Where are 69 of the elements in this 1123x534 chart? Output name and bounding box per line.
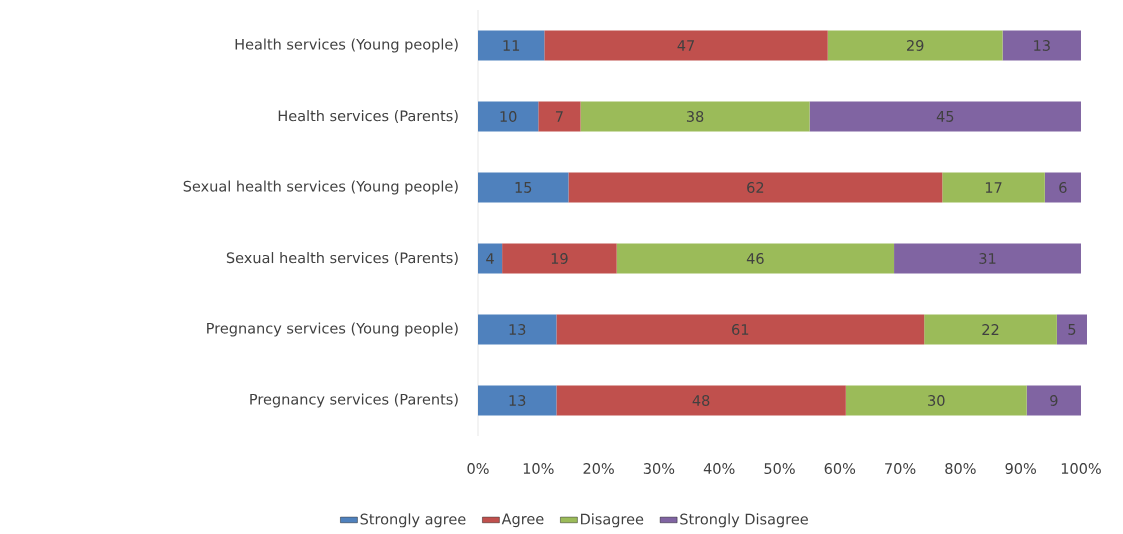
x-tick-label: 50% (764, 463, 795, 474)
data-label: 6 (1059, 182, 1067, 193)
bar (478, 101, 539, 132)
data-label: 15 (515, 182, 532, 193)
bar (478, 30, 545, 61)
data-label: 47 (677, 40, 695, 51)
data-label: 13 (509, 324, 526, 335)
x-tick-label: 0% (467, 463, 489, 474)
bar (478, 172, 569, 203)
data-label: 5 (1068, 324, 1076, 335)
data-label: 13 (1034, 40, 1050, 51)
y-tick-label: Pregnancy services (Parents) (250, 393, 458, 408)
bar (827, 30, 1003, 61)
bar (1002, 30, 1081, 61)
legend-label: Agree (501, 513, 544, 528)
y-tick-label: Sexual health services (Parents) (226, 252, 458, 265)
y-tick-label: Sexual health services (Young people) (183, 180, 458, 195)
data-label: 46 (746, 253, 764, 264)
data-label: 45 (936, 111, 954, 122)
data-label: 48 (692, 395, 710, 406)
data-label: 7 (555, 111, 563, 122)
bar (845, 385, 1027, 416)
bar (568, 172, 943, 203)
data-label: 9 (1050, 395, 1058, 406)
y-tick-label: Health services (Parents) (278, 110, 458, 123)
data-label: 62 (747, 182, 764, 193)
data-label: 10 (500, 111, 517, 122)
bar (478, 314, 557, 345)
data-label: 30 (928, 395, 945, 406)
data-label: 13 (509, 395, 526, 406)
bar (556, 385, 846, 416)
data-label: 17 (985, 182, 1002, 193)
bar (544, 30, 828, 61)
bar (1056, 314, 1088, 345)
bar (478, 385, 557, 416)
x-tick-label: 40% (703, 463, 735, 474)
bar (1026, 385, 1081, 416)
bar (809, 101, 1081, 132)
data-label: 31 (979, 253, 996, 264)
bar (942, 172, 1045, 203)
x-tick-label: 30% (643, 463, 675, 474)
data-label: 38 (686, 111, 704, 122)
x-tick-label: 80% (945, 463, 976, 474)
bar (502, 243, 617, 274)
legend-label: Disagree (581, 513, 644, 528)
bar (1044, 172, 1081, 203)
data-label: 11 (503, 40, 520, 51)
data-label: 19 (551, 253, 568, 264)
bar (580, 101, 810, 132)
x-tick-label: 100% (1061, 463, 1101, 474)
data-label: 22 (982, 324, 999, 335)
y-tick-label: Health services (Young people) (235, 38, 458, 53)
bar (556, 314, 925, 345)
bar (478, 243, 503, 274)
x-tick-label: 70% (885, 463, 916, 474)
data-label: 29 (907, 40, 924, 51)
bar (616, 243, 895, 274)
data-label: 4 (486, 253, 494, 264)
bar (924, 314, 1057, 345)
x-tick-label: 10% (523, 463, 554, 474)
y-tick-label: Pregnancy services (Young people) (207, 322, 458, 337)
data-label: 61 (732, 324, 749, 335)
bar (894, 243, 1081, 274)
bar (538, 101, 581, 132)
x-tick-label: 90% (1005, 463, 1036, 474)
legend-label: Strongly Disagree (680, 513, 808, 528)
legend-label: Strongly agree (360, 513, 466, 528)
x-tick-label: 60% (824, 463, 856, 474)
x-tick-label: 20% (583, 463, 614, 474)
